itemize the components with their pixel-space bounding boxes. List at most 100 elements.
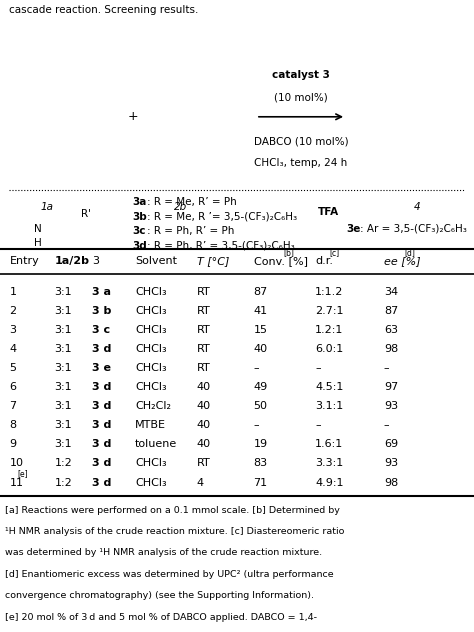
Text: –: – [254, 363, 259, 373]
Text: 2.7:1: 2.7:1 [315, 306, 344, 316]
Text: –: – [315, 420, 321, 430]
Text: 10: 10 [9, 458, 24, 468]
Text: 3 a: 3 a [92, 287, 111, 297]
Text: [d] Enantiomeric excess was determined by UPC² (ultra performance: [d] Enantiomeric excess was determined b… [5, 570, 333, 579]
Text: 3 d: 3 d [92, 382, 112, 392]
Text: 87: 87 [384, 306, 398, 316]
Text: 3.1:1: 3.1:1 [315, 401, 344, 411]
Text: CHCl₃, temp, 24 h: CHCl₃, temp, 24 h [255, 158, 347, 168]
Text: 93: 93 [384, 458, 398, 468]
Text: 4: 4 [9, 344, 17, 354]
Text: : R = Me, R’ = Ph: : R = Me, R’ = Ph [147, 197, 237, 207]
Text: +: + [128, 111, 138, 123]
Text: 3a: 3a [133, 197, 147, 207]
Text: 2b: 2b [173, 202, 187, 212]
Text: Conv. [%]: Conv. [%] [254, 256, 308, 266]
Text: 1: 1 [9, 287, 17, 297]
Text: 3:1: 3:1 [55, 420, 72, 430]
Text: RT: RT [197, 287, 210, 297]
Text: RT: RT [197, 325, 210, 335]
Text: : R = Me, R ’= 3,5-(CF₃)₂C₆H₃: : R = Me, R ’= 3,5-(CF₃)₂C₆H₃ [147, 212, 297, 222]
Text: 3e: 3e [346, 224, 360, 234]
Text: 63: 63 [384, 325, 398, 335]
Text: 3c: 3c [133, 226, 146, 236]
Text: –: – [384, 420, 390, 430]
Text: CHCl₃: CHCl₃ [135, 325, 167, 335]
Text: 40: 40 [197, 401, 211, 411]
Text: (10 mol%): (10 mol%) [274, 92, 328, 102]
Text: 1:1.2: 1:1.2 [315, 287, 344, 297]
Text: 3: 3 [9, 325, 17, 335]
Text: CHCl₃: CHCl₃ [135, 306, 167, 316]
Text: 1a/2b: 1a/2b [55, 256, 90, 266]
Text: [b]: [b] [283, 248, 294, 257]
Text: 41: 41 [254, 306, 268, 316]
Text: CHCl₃: CHCl₃ [135, 363, 167, 373]
Text: d.r.: d.r. [315, 256, 333, 266]
Text: 98: 98 [384, 478, 398, 487]
Text: 69: 69 [384, 439, 398, 449]
Text: 3:1: 3:1 [55, 325, 72, 335]
Text: 34: 34 [384, 287, 398, 297]
Text: N: N [34, 224, 42, 234]
Text: 3:1: 3:1 [55, 439, 72, 449]
Text: ¹H NMR analysis of the crude reaction mixture. [c] Diastereomeric ratio: ¹H NMR analysis of the crude reaction mi… [5, 527, 344, 536]
Text: 7: 7 [9, 401, 17, 411]
Text: 3:1: 3:1 [55, 287, 72, 297]
Text: 71: 71 [254, 478, 268, 487]
Text: 1:2: 1:2 [55, 458, 72, 468]
Text: 3:1: 3:1 [55, 382, 72, 392]
Text: : Ar = 3,5-(CF₃)₂C₆H₃: : Ar = 3,5-(CF₃)₂C₆H₃ [360, 224, 467, 234]
Text: Solvent: Solvent [135, 256, 177, 266]
Text: 40: 40 [254, 344, 268, 354]
Text: 83: 83 [254, 458, 268, 468]
Text: toluene: toluene [135, 439, 177, 449]
Text: 40: 40 [197, 420, 211, 430]
Text: 3.3:1: 3.3:1 [315, 458, 344, 468]
Text: 1.2:1: 1.2:1 [315, 325, 344, 335]
Text: 9: 9 [9, 439, 17, 449]
Text: –: – [315, 363, 321, 373]
Text: CHCl₃: CHCl₃ [135, 458, 167, 468]
Text: 3 d: 3 d [92, 401, 112, 411]
Text: 3 d: 3 d [92, 478, 112, 487]
Text: 3:1: 3:1 [55, 401, 72, 411]
Text: CHCl₃: CHCl₃ [135, 478, 167, 487]
Text: TFA: TFA [318, 207, 339, 217]
Text: 8: 8 [9, 420, 17, 430]
Text: 6: 6 [9, 382, 17, 392]
Text: 1.6:1: 1.6:1 [315, 439, 344, 449]
Text: 3 b: 3 b [92, 306, 112, 316]
Text: [e] 20 mol % of 3 d and 5 mol % of DABCO applied. DABCO = 1,4-: [e] 20 mol % of 3 d and 5 mol % of DABCO… [5, 612, 317, 621]
Text: ee [%]: ee [%] [384, 256, 420, 266]
Text: 3 d: 3 d [92, 420, 112, 430]
Text: CHCl₃: CHCl₃ [135, 344, 167, 354]
Text: [c]: [c] [329, 248, 339, 257]
Text: 49: 49 [254, 382, 268, 392]
Text: 5: 5 [9, 363, 17, 373]
Text: 3 d: 3 d [92, 439, 112, 449]
Text: : R = Ph, R’ = Ph: : R = Ph, R’ = Ph [147, 226, 234, 236]
Text: 3: 3 [92, 256, 100, 266]
Text: –: – [254, 420, 259, 430]
Text: 3 d: 3 d [92, 458, 112, 468]
Text: 97: 97 [384, 382, 398, 392]
Text: CH₂Cl₂: CH₂Cl₂ [135, 401, 171, 411]
Text: CHCl₃: CHCl₃ [135, 287, 167, 297]
Text: RT: RT [197, 306, 210, 316]
Text: RT: RT [197, 458, 210, 468]
Text: [a] Reactions were performed on a 0.1 mmol scale. [b] Determined by: [a] Reactions were performed on a 0.1 mm… [5, 506, 339, 514]
Text: catalyst 3: catalyst 3 [272, 70, 330, 80]
Text: 3:1: 3:1 [55, 306, 72, 316]
Text: 50: 50 [254, 401, 268, 411]
Text: 4: 4 [414, 202, 420, 212]
Text: CHCl₃: CHCl₃ [135, 382, 167, 392]
Text: MTBE: MTBE [135, 420, 166, 430]
Text: was determined by ¹H NMR analysis of the crude reaction mixture.: was determined by ¹H NMR analysis of the… [5, 549, 322, 557]
Text: Entry: Entry [9, 256, 39, 266]
Text: 3b: 3b [133, 212, 147, 222]
Text: 4.5:1: 4.5:1 [315, 382, 344, 392]
Text: 40: 40 [197, 382, 211, 392]
Text: : R = Ph, R’ = 3,5-(CF₃)₂C₆H₃: : R = Ph, R’ = 3,5-(CF₃)₂C₆H₃ [147, 241, 295, 251]
Text: convergence chromatography) (see the Supporting Information).: convergence chromatography) (see the Sup… [5, 591, 314, 600]
